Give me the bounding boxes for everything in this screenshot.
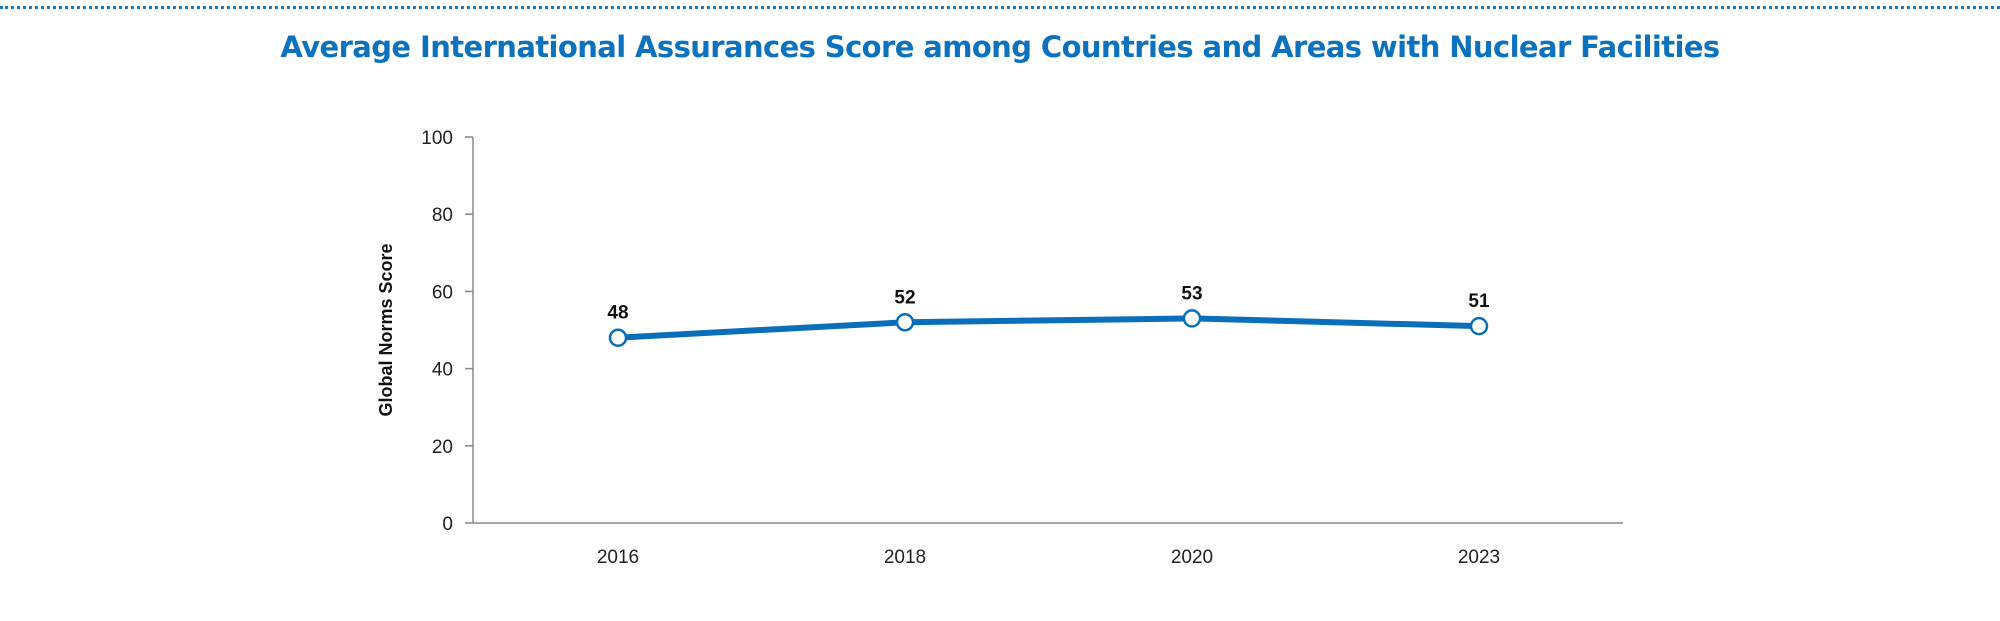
data-point-label: 51 xyxy=(1468,291,1490,312)
x-tick-label: 2018 xyxy=(884,547,926,568)
y-tick-label: 100 xyxy=(421,128,453,149)
top-dotted-rule xyxy=(0,6,2000,9)
x-tick-label: 2016 xyxy=(597,547,639,568)
y-tick-label: 40 xyxy=(432,360,453,381)
x-tick-label: 2023 xyxy=(1458,547,1500,568)
data-point-marker xyxy=(1469,316,1489,336)
y-axis: 0 20 40 60 80 100 xyxy=(421,128,474,535)
data-point-marker xyxy=(608,328,628,347)
data-point-marker xyxy=(1182,309,1202,328)
series-layer: 48 52 53 51 xyxy=(607,283,1490,347)
y-axis-title: Global Norms Score xyxy=(376,243,396,416)
chart-title: Average International Assurances Score a… xyxy=(280,30,1720,64)
x-axis: 2016 2018 2020 2023 xyxy=(473,522,1623,568)
data-point-marker xyxy=(895,313,915,332)
series-line xyxy=(615,315,1482,341)
data-point-label: 48 xyxy=(607,303,628,324)
x-tick-label: 2020 xyxy=(1171,547,1213,568)
y-tick-label: 80 xyxy=(432,205,453,226)
data-point-label: 53 xyxy=(1181,283,1202,304)
y-tick-label: 20 xyxy=(432,437,453,458)
y-tick-label: 0 xyxy=(442,514,453,535)
data-point-label: 52 xyxy=(894,287,915,308)
y-tick-label: 60 xyxy=(432,282,453,303)
